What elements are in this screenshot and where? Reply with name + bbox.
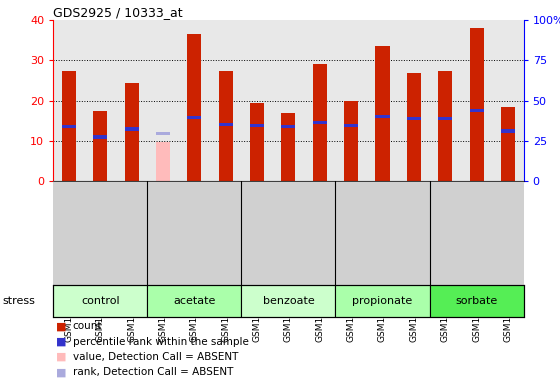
Text: stress: stress [3, 296, 36, 306]
Text: count: count [73, 321, 102, 331]
Bar [147, 285, 241, 317]
Bar [250, 103, 264, 181]
Text: sorbate: sorbate [455, 296, 498, 306]
Text: acetate: acetate [173, 296, 216, 306]
Text: ■: ■ [56, 367, 67, 377]
Bar [407, 117, 421, 121]
Text: ■: ■ [56, 321, 67, 331]
Bar [124, 83, 139, 181]
Bar [312, 65, 327, 181]
Bar [250, 124, 264, 127]
Text: value, Detection Call = ABSENT: value, Detection Call = ABSENT [73, 352, 238, 362]
Bar [407, 73, 421, 181]
Bar [62, 71, 76, 181]
Bar [438, 117, 452, 121]
Bar [501, 107, 515, 181]
Bar [156, 142, 170, 181]
Bar [124, 127, 139, 131]
Bar [469, 28, 484, 181]
Bar [156, 132, 170, 135]
Bar [218, 71, 233, 181]
Bar [469, 109, 484, 113]
Bar [344, 124, 358, 127]
Bar [93, 111, 108, 181]
Bar [93, 135, 108, 139]
Text: benzoate: benzoate [263, 296, 314, 306]
Bar [312, 121, 327, 124]
Text: propionate: propionate [352, 296, 413, 306]
Text: ■: ■ [56, 352, 67, 362]
Bar [187, 35, 202, 181]
Text: ■: ■ [56, 337, 67, 347]
Bar [53, 285, 147, 317]
Text: rank, Detection Call = ABSENT: rank, Detection Call = ABSENT [73, 367, 233, 377]
Bar [62, 125, 76, 129]
Bar [335, 285, 430, 317]
Text: percentile rank within the sample: percentile rank within the sample [73, 337, 249, 347]
Bar [375, 115, 390, 119]
Bar [438, 71, 452, 181]
Bar [281, 113, 296, 181]
Bar [344, 101, 358, 181]
Bar [241, 285, 335, 317]
Bar [281, 125, 296, 129]
Text: control: control [81, 296, 119, 306]
Bar [501, 129, 515, 132]
Bar [218, 123, 233, 126]
Bar [375, 46, 390, 181]
Text: GDS2925 / 10333_at: GDS2925 / 10333_at [53, 6, 183, 19]
Bar [430, 285, 524, 317]
Bar [187, 116, 202, 119]
